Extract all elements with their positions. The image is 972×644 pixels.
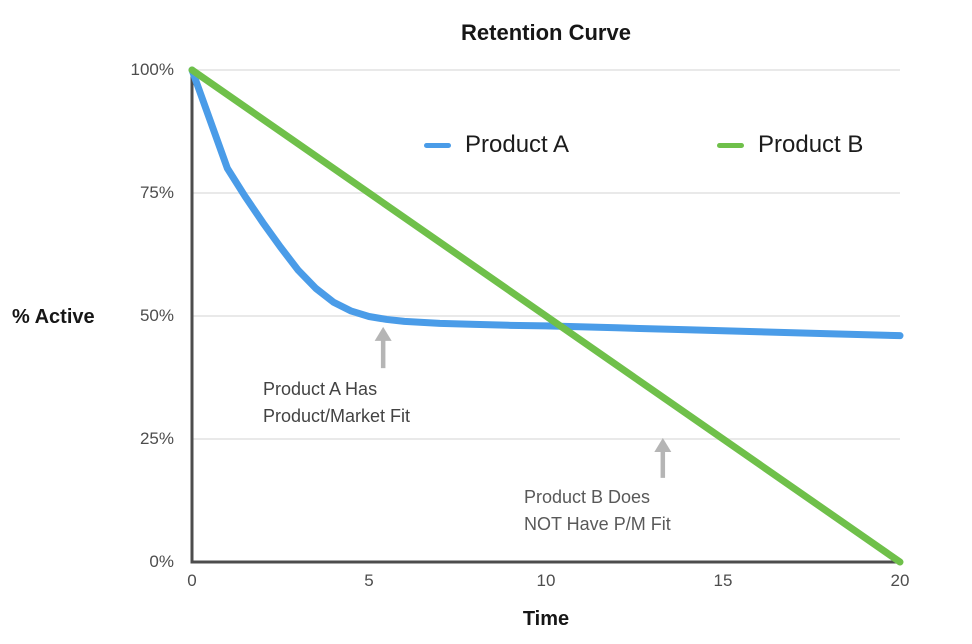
- chart-title: Retention Curve: [461, 20, 631, 45]
- y-axis-ticks: 0% 25% 50% 75% 100%: [104, 0, 174, 644]
- y-tick-label-75%: 75%: [139, 183, 174, 202]
- product-b-line-swatch: [717, 142, 744, 148]
- x-tick-label-5: 5: [364, 571, 374, 590]
- annotation-arrow-head-2: [654, 438, 672, 453]
- series-line-product-b: [188, 66, 904, 566]
- x-tick-label-15: 15: [713, 571, 733, 590]
- x-axis-ticks: 0 5 10 15 20: [0, 570, 972, 594]
- y-axis-label: % Active: [12, 306, 95, 328]
- series-line-product-a: [188, 66, 904, 340]
- annotation-line: Product B Does: [524, 487, 651, 507]
- legend-label-product-b: Product B: [758, 131, 864, 158]
- y-tick-label-25%: 25%: [139, 429, 174, 448]
- y-tick-label-0%: 0%: [149, 552, 174, 571]
- legend-item-product-b: Product B: [717, 131, 863, 159]
- y-tick-label-100%: 100%: [130, 60, 174, 79]
- x-tick-label-0: 0: [187, 571, 197, 590]
- annotation-line: NOT Have P/M Fit: [524, 514, 671, 534]
- axis-lines: [190, 70, 900, 564]
- y-tick-label-50%: 50%: [139, 306, 174, 325]
- x-tick-label-10: 10: [536, 571, 556, 590]
- x-tick-label-20: 20: [890, 571, 910, 590]
- legend-item-product-a: Product A: [424, 131, 569, 159]
- annotation-line: Product A Has: [263, 379, 378, 399]
- x-axis-label: Time: [522, 608, 570, 630]
- annotation-product-a-fit: Product A Has Product/Market Fit: [263, 376, 410, 430]
- product-a-line-swatch: [424, 142, 451, 148]
- legend-label-product-a: Product A: [465, 131, 570, 158]
- annotation-product-b-no-fit: Product B Does NOT Have P/M Fit: [524, 484, 671, 538]
- annotation-arrow-head-1: [374, 326, 392, 341]
- annotation-line: Product/Market Fit: [263, 406, 411, 426]
